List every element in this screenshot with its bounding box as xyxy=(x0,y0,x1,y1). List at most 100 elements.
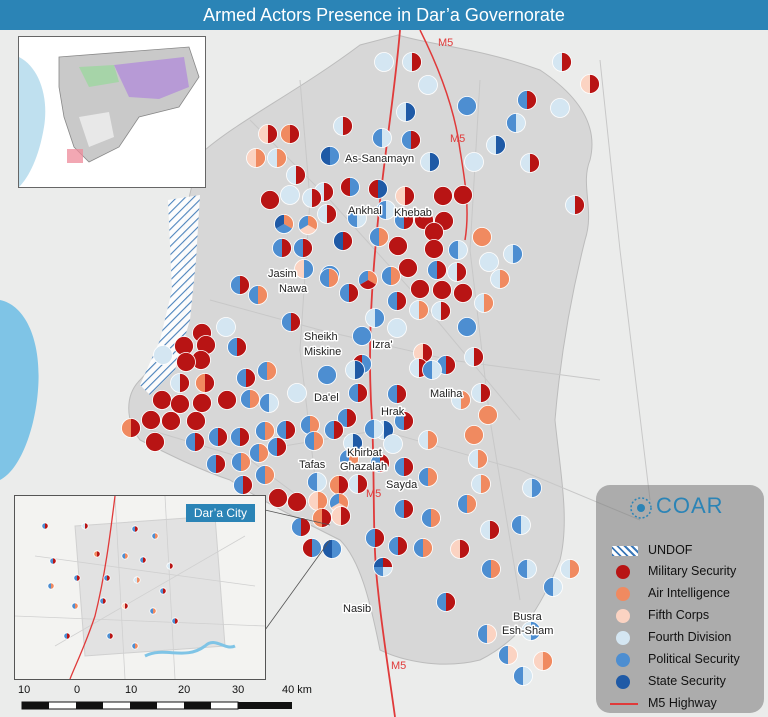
m5-highway-branch xyxy=(419,30,468,241)
daraa-city-map xyxy=(15,496,265,679)
legend-item: Fourth Division xyxy=(608,629,764,647)
presence-marker xyxy=(409,300,429,320)
presence-marker xyxy=(71,602,79,610)
highway-label: M5 xyxy=(391,660,406,672)
presence-marker xyxy=(106,632,114,640)
presence-marker xyxy=(186,411,206,431)
presence-marker xyxy=(333,116,353,136)
legend-swatch xyxy=(616,565,630,579)
scale-tick-label: 0 xyxy=(74,684,81,696)
presence-marker xyxy=(103,574,111,582)
legend-label: UNDOF xyxy=(648,543,693,557)
presence-marker xyxy=(580,74,600,94)
town-label: Tafas xyxy=(299,459,326,471)
presence-marker xyxy=(533,651,553,671)
town-label: Ghazalah xyxy=(340,461,387,473)
legend-swatch xyxy=(616,631,630,645)
presence-marker xyxy=(447,262,467,282)
presence-marker xyxy=(424,239,444,259)
town-label: Ankhal xyxy=(348,205,382,217)
presence-marker xyxy=(304,431,324,451)
legend-label: Fourth Division xyxy=(648,630,732,644)
legend-label: Air Intelligence xyxy=(648,586,730,600)
town-label: Miskine xyxy=(304,346,341,358)
presence-marker xyxy=(298,215,318,235)
presence-marker xyxy=(395,186,415,206)
presence-marker xyxy=(418,75,438,95)
presence-marker xyxy=(141,410,161,430)
presence-marker xyxy=(267,148,287,168)
inset-leader-line xyxy=(264,509,331,526)
presence-marker xyxy=(255,465,275,485)
presence-marker xyxy=(464,347,484,367)
legend-item: Political Security xyxy=(608,651,764,669)
presence-marker xyxy=(402,52,422,72)
presence-marker xyxy=(233,475,253,495)
presence-marker xyxy=(322,539,342,559)
town-label: Jasim xyxy=(268,268,297,280)
presence-marker xyxy=(145,432,165,452)
presence-marker xyxy=(370,453,390,473)
presence-marker xyxy=(317,204,337,224)
presence-marker xyxy=(413,343,433,363)
scale-tick-label: 40 km xyxy=(282,684,312,696)
presence-marker xyxy=(208,427,228,447)
scale-bar: 10 0 10 20 30 40 km xyxy=(18,684,328,714)
presence-marker xyxy=(339,449,359,469)
presence-marker xyxy=(286,165,306,185)
presence-marker xyxy=(280,185,300,205)
presence-marker xyxy=(550,98,570,118)
legend-swatch xyxy=(616,587,630,601)
presence-marker xyxy=(176,352,196,372)
presence-marker xyxy=(170,373,190,393)
presence-marker xyxy=(427,260,447,280)
presence-marker xyxy=(268,488,288,508)
actor-presence-markers xyxy=(121,52,600,686)
presence-marker xyxy=(217,390,237,410)
presence-marker xyxy=(369,227,389,247)
presence-marker xyxy=(552,52,572,72)
presence-marker xyxy=(339,283,359,303)
presence-marker xyxy=(307,472,327,492)
presence-marker xyxy=(317,365,337,385)
presence-marker xyxy=(448,240,468,260)
daraa-city-inset: Dar’a City xyxy=(14,495,266,680)
presence-marker xyxy=(394,499,414,519)
presence-marker xyxy=(543,577,563,597)
legend-item: Fifth Corps xyxy=(608,607,764,625)
presence-marker xyxy=(498,645,518,665)
presence-marker xyxy=(121,418,141,438)
presence-marker xyxy=(472,227,492,247)
coar-logo-text: COAR xyxy=(656,493,724,518)
presence-marker xyxy=(394,457,414,477)
presence-marker xyxy=(413,538,433,558)
town-label: Busra xyxy=(513,611,543,623)
legend-label: Fifth Corps xyxy=(648,608,710,622)
legend-line-swatch xyxy=(610,703,638,705)
presence-marker xyxy=(159,587,167,595)
presence-marker xyxy=(231,452,251,472)
presence-marker xyxy=(388,236,408,256)
presence-marker xyxy=(457,317,477,337)
legend-item: M5 Highway xyxy=(608,695,764,713)
presence-marker xyxy=(152,390,172,410)
presence-marker xyxy=(340,177,360,197)
presence-marker xyxy=(503,244,523,264)
presence-marker xyxy=(63,632,71,640)
presence-marker xyxy=(324,420,344,440)
presence-marker xyxy=(49,557,57,565)
presence-marker xyxy=(280,124,300,144)
presence-marker xyxy=(227,337,247,357)
presence-marker xyxy=(424,222,444,242)
presence-marker xyxy=(216,317,236,337)
presence-marker xyxy=(506,113,526,133)
lake xyxy=(0,300,39,480)
town-label: Izra' xyxy=(372,339,392,351)
presence-marker xyxy=(477,624,497,644)
legend-item: Military Security xyxy=(608,563,764,581)
presence-marker xyxy=(471,383,491,403)
presence-marker xyxy=(131,642,139,650)
presence-marker xyxy=(365,308,385,328)
presence-marker xyxy=(291,517,311,537)
